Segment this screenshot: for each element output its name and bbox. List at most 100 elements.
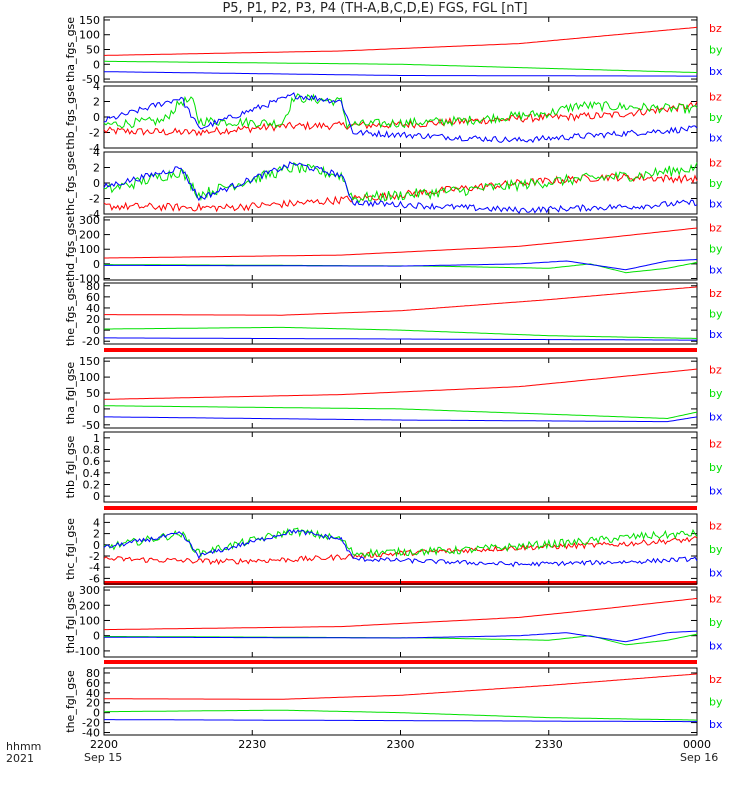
y-tick-label: 4 [93, 516, 100, 529]
series-line-bz [103, 101, 698, 137]
y-tick-label: 0.2 [83, 479, 101, 492]
series-line-bx [104, 719, 697, 723]
panel-frame [103, 586, 698, 658]
y-axis-label: the_fgs_gse [64, 281, 77, 346]
legend-entry-bx: bx [709, 65, 723, 78]
series-line-bx [103, 161, 698, 214]
legend-entry-bx: bx [709, 718, 723, 731]
legend-entry-by: by [709, 461, 723, 474]
y-tick-label: -4 [89, 142, 100, 155]
legend-entry-bz: bz [709, 222, 722, 235]
y-tick-label: 60 [86, 291, 100, 304]
y-tick-label: 0 [93, 539, 100, 552]
series-line-bx [104, 337, 697, 341]
y-tick-label: 100 [79, 614, 100, 627]
separator-bar-1 [104, 506, 697, 510]
footer-hhmm-label: hhmm [6, 740, 42, 753]
y-axis-label: thb_fgs_gse [64, 84, 77, 150]
y-axis-label: thc_fgl_gse [64, 518, 77, 580]
y-axis-label: thd_fgl_gse [64, 590, 77, 653]
y-tick-label: 50 [86, 387, 100, 400]
y-tick-label: 50 [86, 44, 100, 57]
x-tick-label: 2330 [535, 738, 563, 751]
legend-entry-by: by [709, 111, 723, 124]
y-tick-label: 80 [86, 280, 100, 293]
panel-frame [103, 667, 698, 736]
y-tick-label: -2 [89, 193, 100, 206]
series-line-bx [104, 416, 698, 423]
series-line-bz [104, 673, 698, 700]
legend-entry-bz: bz [709, 438, 722, 451]
legend-entry-by: by [709, 44, 723, 57]
series-line-by [104, 60, 697, 73]
panel-thc_fgl_gse [103, 513, 698, 585]
y-tick-label: 60 [86, 677, 100, 690]
y-tick-label: 80 [86, 667, 100, 680]
legend-entry-bz: bz [709, 22, 722, 35]
legend-entry-bx: bx [709, 328, 723, 341]
x-tick-label: 2230 [238, 738, 266, 751]
series-line-by [104, 405, 698, 420]
legend-entry-by: by [709, 387, 723, 400]
panel-thd_fgl_gse [103, 586, 698, 658]
y-tick-label: 2 [93, 162, 100, 175]
x-tick-label: 2200 [90, 738, 118, 751]
y-tick-label: 300 [79, 584, 100, 597]
y-tick-label: 0 [93, 630, 100, 643]
y-tick-label: -6 [89, 572, 100, 585]
y-tick-label: 100 [79, 243, 100, 256]
x-tick-label: 0000 [683, 738, 711, 751]
separator-bar-3 [104, 660, 697, 664]
y-tick-label: 0 [93, 111, 100, 124]
legend-entry-by: by [709, 243, 723, 256]
legend-entry-bz: bz [709, 520, 722, 533]
legend-entry-bz: bz [709, 673, 722, 686]
y-tick-label: -20 [82, 717, 100, 730]
legend-entry-by: by [709, 308, 723, 321]
y-tick-label: 150 [79, 355, 100, 368]
y-tick-label: 0 [93, 707, 100, 720]
end-date-label: Sep 16 [680, 751, 719, 764]
y-tick-label: 0 [93, 403, 100, 416]
legend-entry-bz: bz [709, 364, 722, 377]
y-tick-label: -100 [75, 273, 100, 286]
y-tick-label: 200 [79, 229, 100, 242]
y-tick-label: -40 [82, 727, 100, 740]
y-axis-label: tha_fgs_gse [64, 17, 77, 82]
panel-frame [103, 216, 698, 281]
legend-entry-bz: bz [709, 156, 722, 169]
y-axis-label: thb_fgl_gse [64, 435, 77, 498]
series-line-by [103, 93, 698, 130]
panel-thc_fgs_gse [103, 151, 698, 215]
start-date-label: Sep 15 [84, 751, 123, 764]
legend-entry-bx: bx [709, 198, 723, 211]
y-tick-label: 0 [93, 258, 100, 271]
y-tick-label: 0 [93, 177, 100, 190]
y-tick-label: -2 [89, 550, 100, 563]
separator-bar-0 [104, 348, 697, 352]
panel-thd_fgs_gse [103, 216, 698, 281]
y-tick-label: -4 [89, 208, 100, 221]
series-line-bz [103, 172, 698, 213]
series-line-bx [103, 259, 698, 271]
y-tick-label: 4 [93, 80, 100, 93]
series-line-by [103, 527, 698, 558]
series-line-bz [103, 368, 698, 400]
series-line-bx [104, 71, 697, 77]
series-line-by [104, 709, 697, 721]
series-line-bz [104, 286, 698, 316]
y-tick-label: 0.4 [83, 467, 101, 480]
legend-entry-by: by [709, 177, 723, 190]
y-tick-label: 20 [86, 697, 100, 710]
panel-frame [103, 431, 698, 503]
legend-entry-bz: bz [709, 90, 722, 103]
legend-entry-bx: bx [709, 484, 723, 497]
y-tick-label: 0 [93, 324, 100, 337]
y-tick-label: 100 [79, 371, 100, 384]
y-axis-label: tha_fgl_gse [64, 362, 77, 425]
panel-tha_fgl_gse [103, 357, 698, 429]
y-tick-label: -100 [75, 645, 100, 658]
y-tick-label: 150 [79, 14, 100, 27]
panel-thb_fgs_gse [103, 85, 698, 149]
